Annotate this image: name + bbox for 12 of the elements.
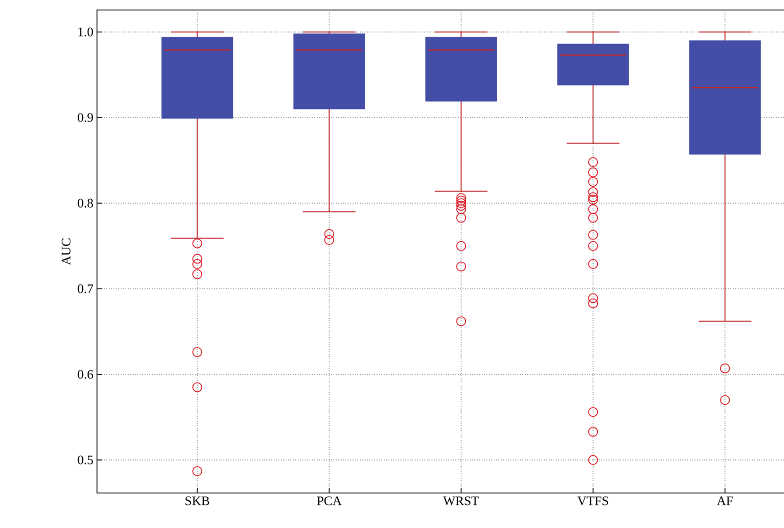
y-tick-label: 0.7 xyxy=(78,284,94,294)
y-tick-label: 0.8 xyxy=(78,198,93,208)
x-tick-label: VTFS xyxy=(577,496,608,506)
y-tick-label: 0.9 xyxy=(78,113,93,122)
x-tick-label: PCA xyxy=(316,496,342,506)
y-tick-label: 0.5 xyxy=(78,456,93,464)
y-axis-title: AUC xyxy=(62,238,70,266)
y-tick-label: 0.6 xyxy=(78,370,94,379)
x-tick-label: AF xyxy=(716,496,733,506)
x-tick-label: WRST xyxy=(443,496,479,506)
x-tick-label: SKB xyxy=(186,496,210,506)
y-tick-label: 1.0 xyxy=(78,28,93,36)
